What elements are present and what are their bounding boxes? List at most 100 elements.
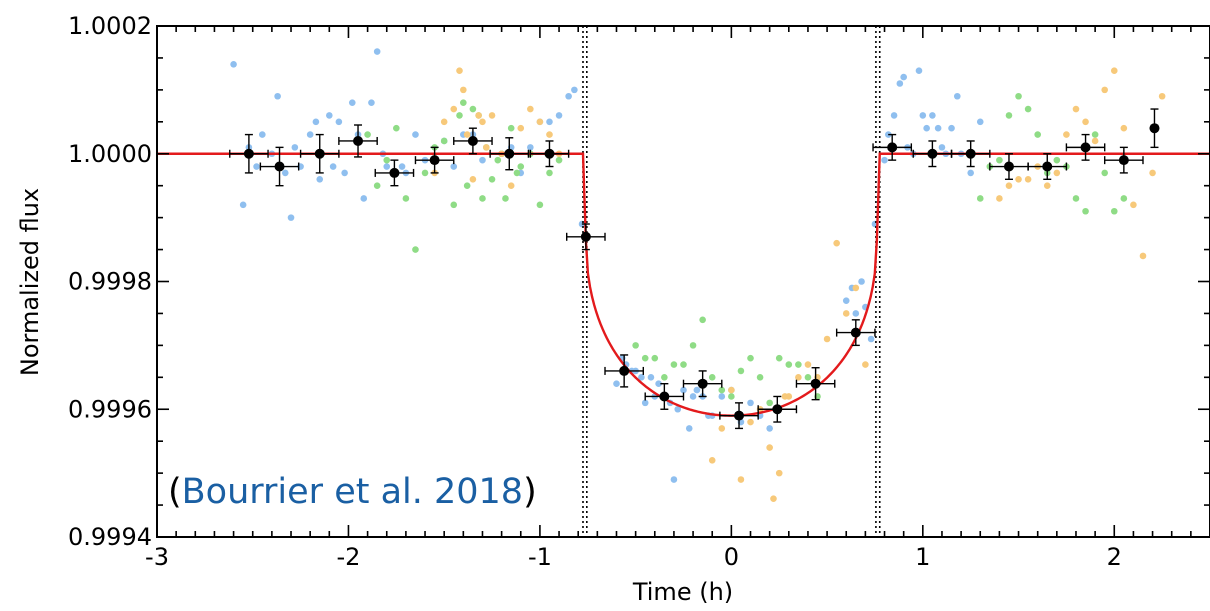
raw-data-point: [507, 182, 515, 189]
raw-data-point: [670, 476, 678, 483]
raw-data-point: [938, 144, 946, 151]
raw-data-point: [460, 86, 467, 94]
binned-marker: [1080, 142, 1091, 153]
binned-data-point: [338, 124, 378, 158]
raw-data-point: [546, 169, 553, 177]
raw-data-point: [680, 386, 687, 394]
raw-data-point: [685, 425, 693, 432]
raw-data-point: [1015, 92, 1022, 100]
raw-data-point: [823, 335, 831, 343]
raw-data-point: [239, 201, 247, 209]
raw-data-point: [795, 361, 802, 368]
binned-data-point: [835, 319, 876, 347]
raw-data-point: [1110, 67, 1118, 75]
raw-data-point: [469, 176, 477, 183]
raw-data-point: [1120, 195, 1128, 202]
raw-data-point: [1139, 252, 1147, 260]
y-tick-labels: 0.9994 0.9996 0.9998 1.0000: [68, 140, 152, 551]
raw-data-point: [456, 67, 463, 75]
raw-data-point: [412, 246, 419, 253]
raw-data-point: [373, 48, 381, 55]
raw-data-point: [641, 399, 649, 407]
raw-data-point: [919, 112, 927, 119]
binned-data-point: [453, 127, 493, 155]
axis-ticks: [156, 25, 1210, 538]
raw-data-point: [1101, 86, 1108, 94]
binned-data-point: [950, 140, 991, 168]
raw-data-point: [728, 386, 735, 394]
raw-data-point: [326, 112, 333, 119]
raw-data-point: [479, 156, 486, 164]
raw-data-point: [747, 354, 754, 362]
binned-marker: [810, 378, 821, 389]
raw-data-point: [1043, 182, 1051, 189]
raw-data-point: [680, 361, 687, 368]
raw-data-point: [900, 73, 907, 81]
raw-data-point: [1072, 195, 1080, 202]
plot-frame: [156, 25, 1210, 538]
raw-data-point: [1015, 176, 1022, 183]
binned-data-point: [682, 370, 723, 398]
binned-marker: [467, 135, 478, 146]
raw-data-point: [571, 86, 578, 94]
x-tick-label: 0: [724, 543, 739, 571]
raw-data-point: [329, 163, 337, 170]
raw-data-point: [393, 124, 400, 132]
raw-data-point: [996, 195, 1003, 202]
binned-marker: [1149, 123, 1160, 134]
raw-data-point: [1091, 137, 1099, 145]
raw-data-point: [737, 367, 745, 375]
raw-data-point: [867, 335, 875, 343]
raw-data-point: [689, 393, 697, 400]
raw-data-point: [842, 297, 850, 304]
binned-marker: [1118, 155, 1129, 166]
binned-data-point: [489, 137, 530, 171]
raw-data-point: [456, 112, 463, 119]
raw-data-point: [306, 131, 314, 138]
raw-data-point: [555, 112, 563, 119]
binned-marker: [353, 135, 364, 146]
citation-annotation: (Bourrier et al. 2018): [168, 472, 537, 512]
raw-data-point: [699, 316, 706, 324]
raw-data-point: [1082, 118, 1089, 126]
raw-data-point: [718, 386, 726, 394]
binned-marker: [927, 148, 938, 159]
x-tick-label: -2: [336, 543, 360, 571]
binned-data-point: [299, 133, 340, 174]
raw-data-point: [360, 195, 368, 202]
raw-data-point: [460, 99, 467, 106]
raw-data-point: [1120, 124, 1128, 132]
raw-data-point: [565, 92, 572, 100]
raw-data-point: [775, 469, 783, 477]
raw-data-point: [335, 118, 343, 126]
binned-data-point: [1027, 153, 1068, 181]
raw-data-point: [402, 195, 410, 202]
raw-data-point: [881, 156, 888, 164]
raw-data-point: [651, 354, 659, 362]
raw-data-point: [766, 425, 773, 432]
binned-data-point: [1065, 133, 1106, 161]
raw-data-point: [312, 118, 320, 126]
binned-data-point: [259, 146, 300, 187]
raw-data-point: [996, 156, 1003, 164]
raw-data-point: [364, 131, 371, 138]
raw-data-point: [440, 137, 448, 145]
raw-data-point: [632, 342, 639, 349]
raw-data-point: [368, 99, 375, 106]
binned-marker: [887, 142, 898, 153]
binned-data-point: [757, 395, 798, 423]
x-tick-label: -1: [528, 543, 552, 571]
raw-data-point: [1063, 131, 1070, 138]
raw-data-point: [527, 105, 534, 113]
raw-data-point: [852, 310, 860, 317]
raw-data-point: [775, 354, 783, 362]
binned-data-point: [719, 402, 759, 430]
x-axis-title: Time (h): [632, 578, 733, 606]
raw-data-point: [536, 118, 544, 126]
raw-data-point: [896, 80, 904, 87]
raw-data-point: [494, 156, 502, 164]
raw-data-point: [953, 92, 961, 100]
x-tick-label: -3: [145, 543, 169, 571]
raw-data-point: [488, 176, 496, 183]
